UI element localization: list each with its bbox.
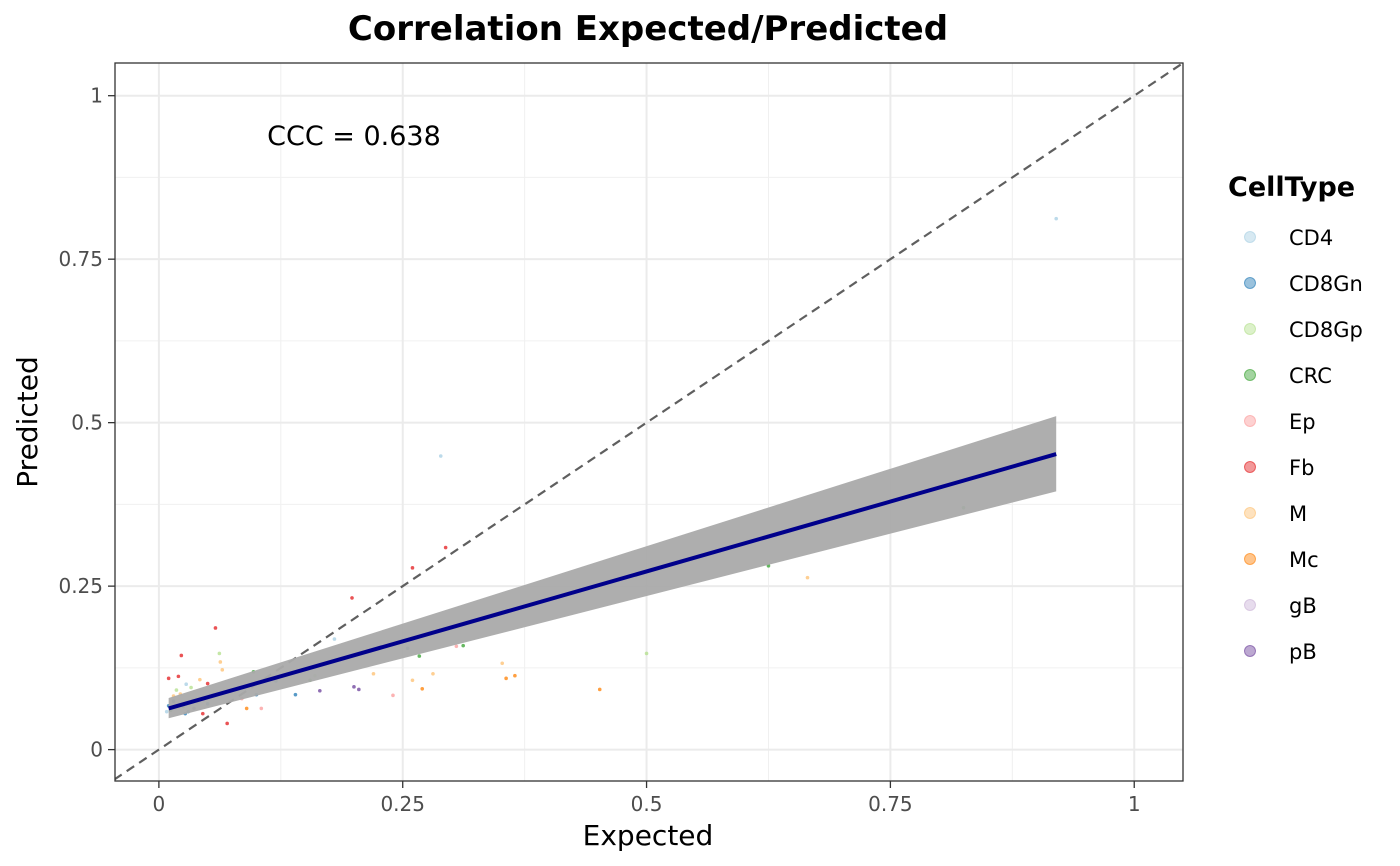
legend-label: gB xyxy=(1289,594,1317,618)
legend-swatch xyxy=(1244,553,1256,565)
legend-label: M xyxy=(1289,502,1307,526)
scatter-point xyxy=(420,686,425,691)
x-tick-label: 0.75 xyxy=(868,792,913,816)
scatter-point xyxy=(293,692,298,697)
scatter-point xyxy=(504,676,508,681)
scatter-point xyxy=(461,643,465,648)
y-tick-label: 0.75 xyxy=(58,247,103,271)
plot-border xyxy=(114,62,1184,782)
scatter-point xyxy=(213,626,218,630)
x-axis-title: Expected xyxy=(583,819,714,852)
legend-swatch xyxy=(1244,507,1256,519)
scatter-point xyxy=(217,651,222,656)
legend-swatch xyxy=(1244,645,1256,657)
legend-label: Ep xyxy=(1289,410,1316,434)
x-tick-label: 1 xyxy=(1128,792,1141,816)
y-axis-title: Predicted xyxy=(11,356,44,487)
regression-line xyxy=(168,452,1057,711)
x-tick-label: 0.25 xyxy=(380,792,425,816)
scatter-point xyxy=(166,676,171,681)
legend-title: CellType xyxy=(1228,172,1355,203)
scatter-point xyxy=(443,545,448,550)
scatter-point xyxy=(391,693,395,698)
legend-label: CD8Gn xyxy=(1289,272,1363,296)
y-tick-label: 1 xyxy=(90,84,103,108)
scatter-point xyxy=(184,682,188,687)
scatter-point xyxy=(198,677,202,682)
scatter-point xyxy=(220,668,225,672)
y-tick-label: 0.25 xyxy=(58,574,103,598)
scatter-point xyxy=(1054,216,1059,221)
scatter-point xyxy=(225,721,229,726)
scatter-point xyxy=(259,706,264,711)
x-axis: 0 0.25 0.5 0.75 1 xyxy=(153,781,1141,816)
x-tick-label: 0.5 xyxy=(631,792,663,816)
scatter-point xyxy=(176,674,181,679)
legend-swatch xyxy=(1244,231,1256,243)
scatter-point xyxy=(218,660,223,664)
scatter-point xyxy=(431,671,435,676)
scatter-point xyxy=(417,654,422,658)
legend-label: CD4 xyxy=(1289,226,1333,250)
legend-label: CD8Gp xyxy=(1289,318,1363,342)
legend-label: pB xyxy=(1289,640,1317,664)
scatter-point xyxy=(179,653,184,658)
legend-swatch xyxy=(1244,461,1256,473)
y-tick-label: 0 xyxy=(90,738,103,762)
scatter-point xyxy=(318,688,322,693)
x-tick-label: 0 xyxy=(153,792,166,816)
scatter-point xyxy=(332,637,337,641)
scatter-point xyxy=(371,671,376,676)
legend-swatch xyxy=(1244,323,1256,335)
scatter-point xyxy=(410,566,415,570)
ccc-annotation: CCC = 0.638 xyxy=(267,121,441,152)
scatter-point xyxy=(164,709,169,714)
legend-swatch xyxy=(1244,599,1256,611)
legend-swatch xyxy=(1244,277,1256,289)
scatter-point xyxy=(174,688,179,692)
scatter-point xyxy=(805,575,810,580)
scatter-point xyxy=(500,661,505,666)
scatter-point xyxy=(644,651,649,656)
chart-title: Correlation Expected/Predicted xyxy=(348,9,948,49)
scatter-point xyxy=(513,673,517,678)
legend-swatch xyxy=(1244,415,1256,427)
scatter-point xyxy=(200,711,205,716)
legend: CellType CD4 CD8Gn CD8Gp CRC Ep Fb M Mc gB pB xyxy=(1228,172,1363,664)
scatter-point xyxy=(189,685,193,690)
scatter-point xyxy=(410,678,415,683)
legend-swatch xyxy=(1244,369,1256,381)
legend-label: Mc xyxy=(1289,548,1319,572)
scatter-point xyxy=(352,685,356,689)
scatter-point xyxy=(350,596,354,600)
confidence-band xyxy=(168,416,1057,719)
scatter-point xyxy=(597,687,602,692)
legend-label: Fb xyxy=(1289,456,1314,480)
scatter-point xyxy=(357,687,361,692)
y-axis: 0 0.25 0.5 0.75 1 xyxy=(58,84,115,762)
scatter-point xyxy=(454,644,459,649)
scatter-point xyxy=(205,681,210,686)
legend-label: CRC xyxy=(1289,364,1332,388)
scatter-point xyxy=(244,706,249,711)
y-tick-label: 0.5 xyxy=(71,411,103,435)
scatter-point xyxy=(438,454,443,458)
